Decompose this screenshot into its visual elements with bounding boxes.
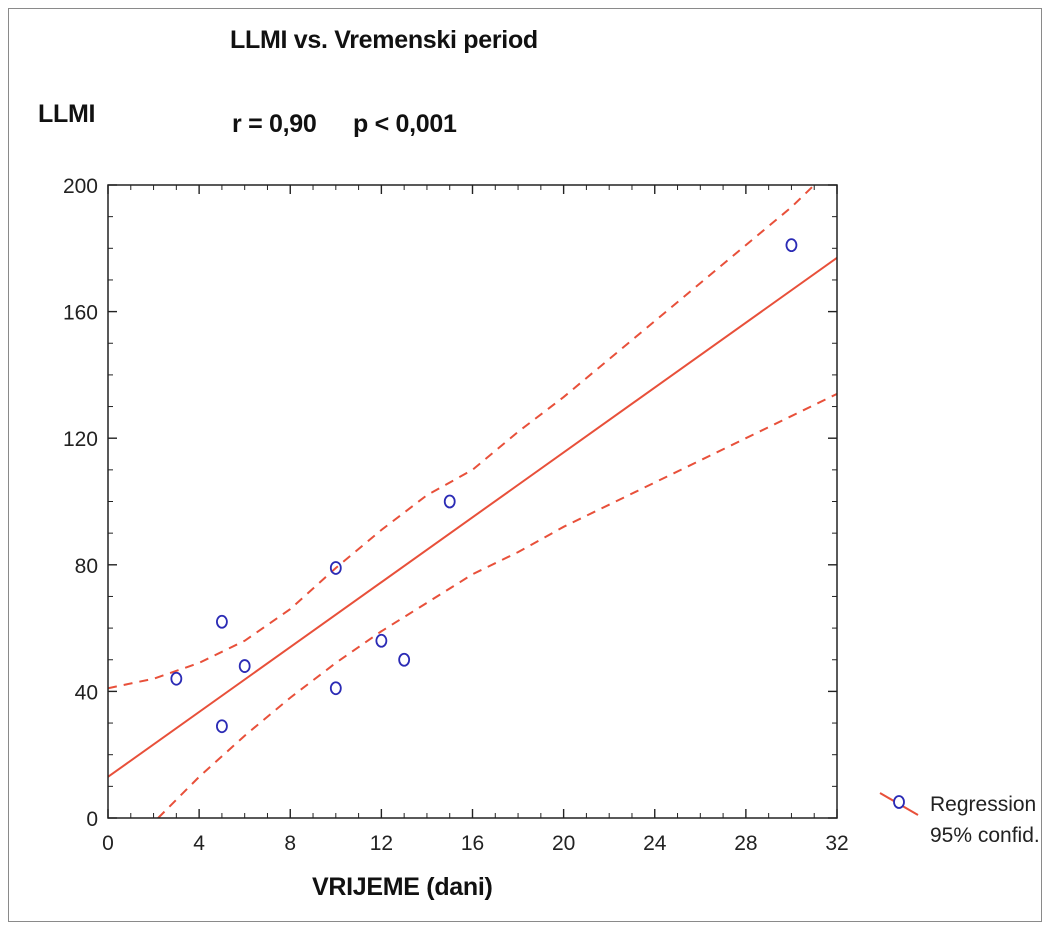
data-point	[170, 671, 183, 686]
regression-group	[108, 256, 837, 778]
data-point	[216, 719, 228, 734]
x-tick-label: 12	[370, 832, 393, 855]
chart-title: LLMI vs. Vremenski period	[230, 26, 538, 54]
legend-label-regression: Regression	[930, 793, 1036, 816]
axes: 0 4 8 12 16 20 24 28 32 0 40 80 120 160 200	[63, 175, 849, 855]
p-value-label: p < 0,001	[353, 110, 457, 138]
x-tick-label: 20	[552, 832, 575, 855]
x-tick-label: 0	[102, 832, 114, 855]
x-tick-label: 24	[643, 832, 667, 855]
data-point	[329, 561, 342, 575]
data-point	[329, 681, 342, 696]
chart-frame	[8, 8, 1042, 922]
y-tick-label: 40	[75, 681, 98, 704]
data-points	[170, 238, 798, 734]
x-tick-label: 8	[284, 832, 296, 855]
data-point	[238, 659, 251, 673]
x-tick-label: 32	[825, 832, 848, 855]
x-tick-label: 16	[461, 832, 484, 855]
y-tick-label: 160	[63, 302, 98, 325]
x-tick-label: 4	[193, 832, 205, 855]
confidence-upper-group	[108, 185, 815, 690]
confidence-lower-group	[157, 392, 837, 818]
data-point	[398, 652, 411, 667]
legend-point-swatch	[893, 795, 905, 809]
y-tick-label: 0	[86, 808, 98, 831]
y-tick-label: 120	[63, 428, 98, 451]
y-tick-label: 200	[63, 175, 98, 198]
correlation-r-label: r = 0,90	[232, 110, 317, 138]
x-axis-label: VRIJEME (dani)	[312, 873, 493, 901]
y-axis-label: LLMI	[38, 100, 96, 128]
confidence-lower-line	[157, 392, 837, 818]
data-point	[216, 614, 228, 629]
y-tick-label: 80	[75, 555, 98, 578]
confidence-upper-line	[108, 185, 815, 690]
data-point	[443, 494, 456, 509]
data-point	[375, 633, 388, 648]
legend: Regression 95% confid.	[879, 792, 1040, 847]
x-tick-label: 28	[734, 832, 757, 855]
data-point	[785, 238, 798, 253]
regression-line	[108, 256, 837, 778]
legend-label-confidence: 95% confid.	[930, 824, 1040, 847]
